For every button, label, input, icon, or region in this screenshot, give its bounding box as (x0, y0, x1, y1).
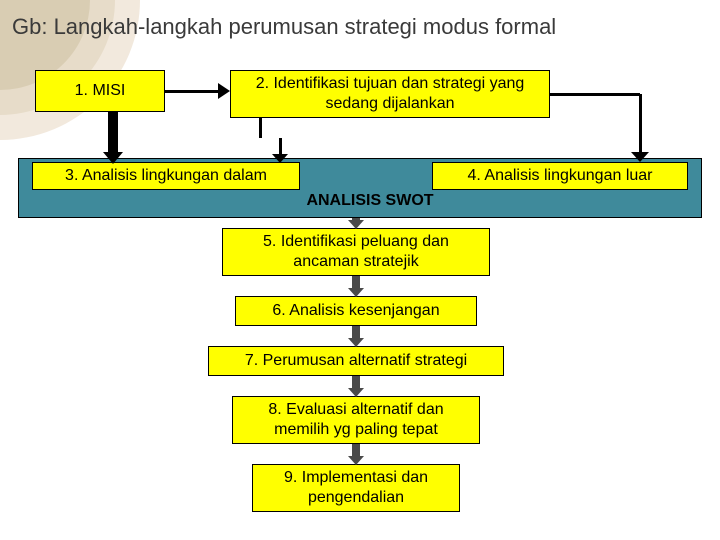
box-alternatif-strategi: 7. Perumusan alternatif strategi (208, 346, 504, 376)
box-peluang-ancaman: 5. Identifikasi peluang dan ancaman stra… (222, 228, 490, 276)
box-evaluasi: 8. Evaluasi alternatif dan memilih yg pa… (232, 396, 480, 444)
box-analisis-dalam: 3. Analisis lingkungan dalam (32, 162, 300, 190)
box-misi: 1. MISI (35, 70, 165, 112)
box-identifikasi-tujuan: 2. Identifikasi tujuan dan strategi yang… (230, 70, 550, 118)
swot-label: ANALISIS SWOT (270, 192, 470, 214)
page-title: Gb: Langkah-langkah perumusan strategi m… (12, 14, 556, 40)
box-implementasi: 9. Implementasi dan pengendalian (252, 464, 460, 512)
box-analisis-luar: 4. Analisis lingkungan luar (432, 162, 688, 190)
box-kesenjangan: 6. Analisis kesenjangan (235, 296, 477, 326)
